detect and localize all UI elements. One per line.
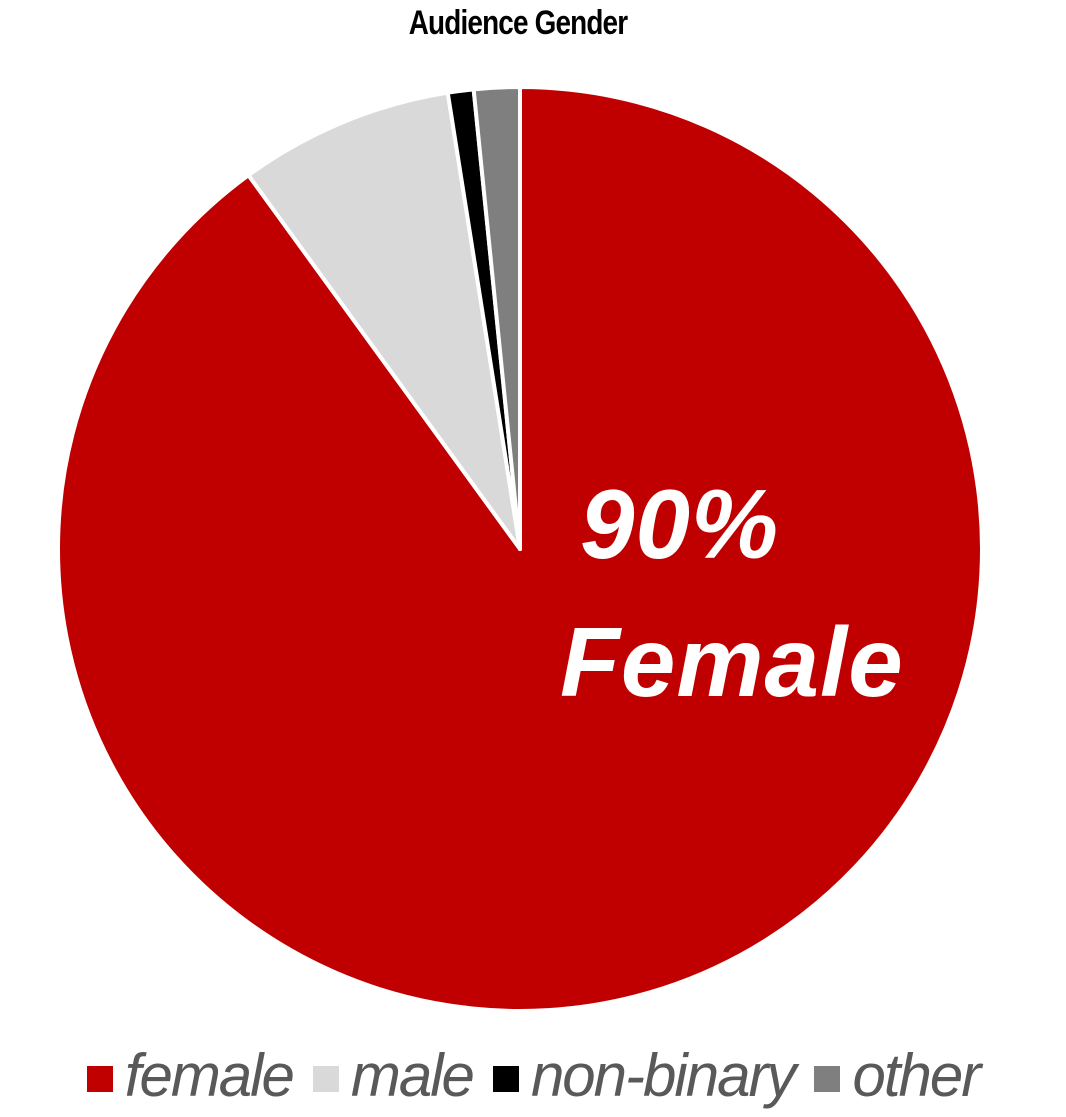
chart-title: Audience Gender <box>408 4 628 42</box>
legend-item-male: male <box>312 1041 475 1110</box>
legend-item-non-binary: non-binary <box>492 1041 797 1110</box>
pie-chart <box>56 85 984 1013</box>
legend-label-non-binary: non-binary <box>530 1041 797 1109</box>
female-callout: 90% Female <box>560 455 980 731</box>
legend-label-other: other <box>852 1041 981 1109</box>
legend-swatch-female <box>86 1066 113 1092</box>
callout-percent: 90% <box>580 469 780 579</box>
pie-slice-male <box>246 90 522 551</box>
legend-swatch-male <box>312 1066 339 1092</box>
legend-swatch-non-binary <box>492 1066 519 1092</box>
legend-item-female: female <box>86 1041 295 1110</box>
callout-label: Female <box>560 607 904 717</box>
pie-slice-other <box>471 85 522 551</box>
legend-label-female: female <box>124 1041 295 1109</box>
legend: female male non-binary other <box>0 1036 1066 1114</box>
legend-item-other: other <box>814 1041 981 1110</box>
legend-label-male: male <box>350 1041 475 1109</box>
pie-slices <box>56 85 984 1013</box>
legend-swatch-other <box>814 1066 841 1092</box>
